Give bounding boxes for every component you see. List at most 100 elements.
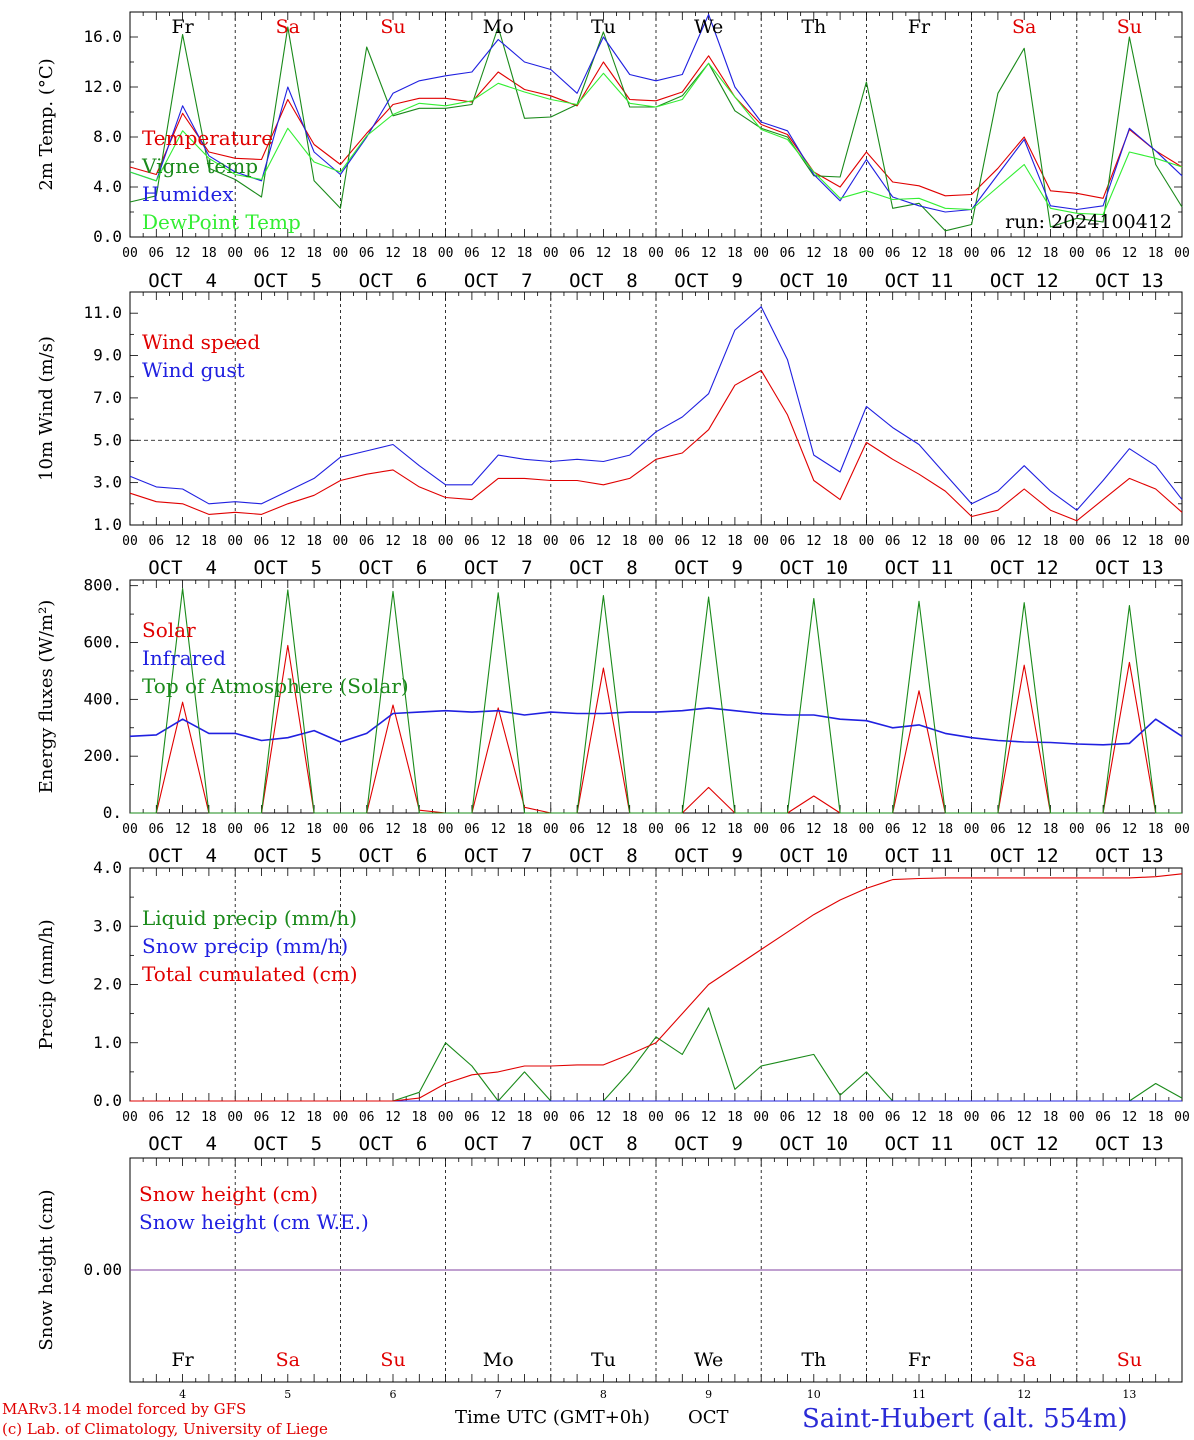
hour-tick-label: 18 — [201, 822, 217, 837]
legend-entry: Vigne temp — [141, 154, 258, 178]
hour-tick-label: 00 — [964, 822, 980, 837]
hour-tick-label: 18 — [832, 534, 848, 549]
date-label: OCT 12 — [990, 557, 1059, 579]
hour-tick-label: 18 — [937, 534, 953, 549]
hour-tick-label: 06 — [885, 1110, 901, 1125]
legend-entry: Snow height (cm W.E.) — [139, 1210, 369, 1234]
legend-entry: Snow precip (mm/h) — [142, 934, 348, 958]
legend-entry: Snow height (cm) — [139, 1182, 318, 1206]
hour-tick-label: 18 — [1148, 534, 1164, 549]
date-label: OCT 8 — [569, 1133, 638, 1155]
hour-tick-label: 00 — [438, 822, 454, 837]
y-tick-label: 200. — [83, 746, 122, 765]
hour-tick-label: 12 — [596, 1110, 612, 1125]
hour-tick-label: 06 — [148, 1110, 164, 1125]
date-label: OCT 4 — [148, 845, 217, 867]
panel-wind: 1.0 3.0 5.0 7.0 9.0 11.0 10m Wind (m/s) Wind sp… — [36, 291, 1190, 579]
weekday-label: Su — [1117, 16, 1142, 38]
hour-tick-label: 06 — [464, 1110, 480, 1125]
hour-tick-label: 12 — [175, 822, 191, 837]
hour-tick-label: 12 — [1016, 1110, 1032, 1125]
hour-tick-label: 06 — [254, 534, 270, 549]
y-tick-label: 0.00 — [83, 1260, 122, 1279]
date-label: OCT 9 — [674, 845, 743, 867]
hour-tick-label: 00 — [648, 246, 664, 261]
run-label: run: 2024100412 — [1005, 211, 1172, 233]
hour-tick-label: 18 — [1043, 246, 1059, 261]
y-tick-label: 5.0 — [93, 430, 122, 449]
date-label: OCT 6 — [359, 270, 428, 292]
time-axis-label: Time UTC (GMT+0h) — [455, 1407, 650, 1428]
date-label: OCT 11 — [885, 270, 954, 292]
y-tick-label: 2.0 — [93, 975, 122, 994]
hour-tick-label: 18 — [622, 822, 638, 837]
hour-tick-label: 00 — [964, 1110, 980, 1125]
weekday-label: Th — [801, 16, 826, 38]
weekday-label: Sa — [1012, 16, 1036, 38]
date-label: OCT 12 — [990, 845, 1059, 867]
hour-tick-label: 12 — [911, 822, 927, 837]
day-number-label: 11 — [912, 1388, 926, 1401]
hour-tick-label: 00 — [543, 822, 559, 837]
hour-tick-label: 18 — [306, 246, 322, 261]
weekday-label: Sa — [276, 16, 300, 38]
hour-tick-label: 00 — [1069, 1110, 1085, 1125]
hour-tick-label: 18 — [832, 246, 848, 261]
y-tick-label: 0.0 — [93, 1091, 122, 1110]
hour-tick-label: 00 — [1174, 1110, 1190, 1125]
legend-entry: Humidex — [142, 182, 234, 206]
weekday-label: Fr — [171, 16, 194, 38]
hour-tick-label: 06 — [464, 246, 480, 261]
hour-tick-label: 06 — [780, 246, 796, 261]
date-label: OCT 11 — [885, 557, 954, 579]
hour-tick-label: 12 — [385, 822, 401, 837]
weekday-label: Sa — [276, 1349, 300, 1371]
date-label: OCT 4 — [148, 557, 217, 579]
hour-tick-label: 00 — [333, 534, 349, 549]
day-number-label: 8 — [600, 1388, 607, 1401]
hour-tick-label: 18 — [306, 822, 322, 837]
legend-entry: Total cumulated (cm) — [142, 962, 358, 986]
hour-tick-label: 12 — [175, 534, 191, 549]
y-tick-label: 4.0 — [93, 177, 122, 196]
date-label: OCT 5 — [253, 557, 322, 579]
hour-tick-label: 06 — [569, 534, 585, 549]
y-tick-label: 3.0 — [93, 916, 122, 935]
hour-tick-label: 18 — [832, 1110, 848, 1125]
hour-tick-label: 18 — [306, 534, 322, 549]
hour-tick-label: 12 — [490, 534, 506, 549]
weekday-label: Fr — [171, 1349, 194, 1371]
hour-tick-label: 12 — [280, 1110, 296, 1125]
hour-tick-label: 18 — [622, 1110, 638, 1125]
model-credit: MARv3.14 model forced by GFS — [2, 1400, 246, 1418]
month-label: OCT — [688, 1407, 729, 1428]
hour-tick-label: 18 — [517, 1110, 533, 1125]
hour-tick-label: 00 — [227, 1110, 243, 1125]
hour-tick-label: 00 — [753, 1110, 769, 1125]
weekday-label: Th — [801, 1349, 826, 1371]
hour-tick-label: 06 — [148, 246, 164, 261]
weekday-label: Fr — [908, 16, 931, 38]
date-label: OCT 13 — [1095, 845, 1164, 867]
hour-tick-label: 00 — [859, 534, 875, 549]
hour-tick-label: 06 — [148, 534, 164, 549]
hour-tick-label: 06 — [1095, 246, 1111, 261]
y-tick-label: 12.0 — [83, 77, 122, 96]
hour-tick-label: 06 — [990, 1110, 1006, 1125]
day-number-label: 9 — [705, 1388, 712, 1401]
hour-tick-label: 00 — [122, 822, 138, 837]
y-tick-label: 4.0 — [93, 858, 122, 877]
hour-tick-label: 06 — [885, 246, 901, 261]
hour-tick-label: 00 — [122, 1110, 138, 1125]
hour-tick-label: 06 — [990, 534, 1006, 549]
hour-tick-label: 18 — [411, 1110, 427, 1125]
y-axis-label: 2m Temp. (°C) — [36, 58, 57, 190]
series-line-total-cumulated-cm- — [130, 873, 1183, 1102]
hour-tick-label: 00 — [122, 246, 138, 261]
day-number-label: 6 — [390, 1388, 397, 1401]
date-label: OCT 12 — [990, 1133, 1059, 1155]
hour-tick-label: 18 — [201, 246, 217, 261]
hour-tick-label: 12 — [806, 822, 822, 837]
hour-tick-label: 18 — [517, 822, 533, 837]
hour-tick-label: 06 — [254, 1110, 270, 1125]
